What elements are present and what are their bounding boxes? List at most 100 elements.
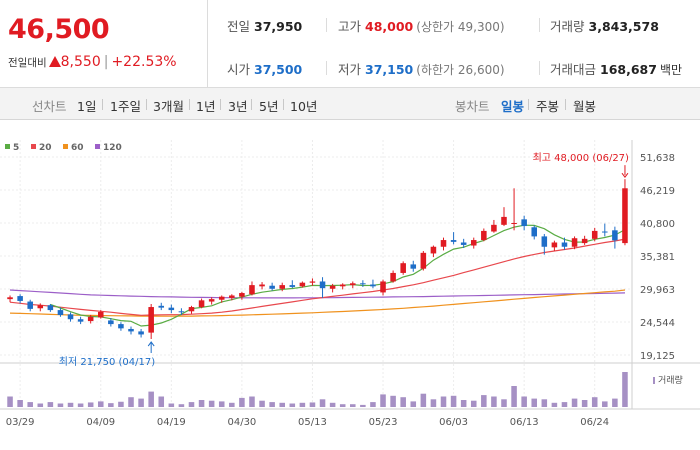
candle-body	[138, 331, 144, 335]
stat-volume: 거래량 3,843,578	[550, 16, 659, 35]
candle-body	[491, 224, 497, 232]
tab-candle-weekly[interactable]: 주봉	[536, 99, 560, 114]
current-price: 46,500	[8, 14, 110, 45]
volume-bar	[138, 398, 144, 407]
volume-bar	[97, 401, 104, 407]
volume-bar	[269, 402, 275, 407]
candle-body	[17, 296, 23, 301]
candle-body	[198, 300, 205, 308]
candle-body	[370, 284, 376, 287]
volume-bar	[67, 402, 74, 407]
candle-body	[511, 223, 517, 225]
volume-bar	[541, 399, 548, 407]
tab-candle-monthly[interactable]: 월봉	[573, 99, 597, 114]
candle-body	[521, 219, 527, 227]
tab-period-10y[interactable]: 10년	[290, 99, 318, 114]
volume-legend-swatch	[653, 377, 655, 384]
volume-bar	[208, 400, 215, 407]
chart-annotations: 최고 48,000 (06/27) 최저 21,750 (04/17)	[59, 152, 629, 368]
candle-body	[571, 238, 578, 247]
tab-period-1y[interactable]: 1년	[196, 99, 216, 114]
candle-body	[319, 281, 326, 289]
legend-swatch	[31, 144, 36, 149]
tab-period-3m[interactable]: 3개월	[153, 99, 184, 114]
stat-sub: (상한가 49,300)	[416, 20, 505, 34]
x-tick-label: 06/03	[439, 417, 468, 428]
stat-value: 168,687	[600, 62, 657, 77]
tab-separator	[528, 99, 529, 110]
x-tick-label: 03/29	[6, 417, 35, 428]
x-tick-label: 05/13	[298, 417, 327, 428]
candle-body	[531, 227, 538, 237]
legend-swatch	[5, 144, 10, 149]
volume-bar	[571, 398, 578, 407]
price-change: 전일대비 8,550 | +22.53%	[8, 54, 177, 70]
volume-bar	[47, 402, 54, 407]
x-tick-label: 06/13	[510, 417, 539, 428]
candle-body	[148, 307, 154, 333]
legend-label: 60	[71, 143, 84, 153]
price-header: 46,500 전일대비 8,550 | +22.53% 전일 37,950 고가 48,0…	[0, 0, 700, 88]
volume-bar	[591, 397, 598, 407]
legend-label: 20	[39, 143, 52, 153]
volume-bar	[450, 395, 457, 407]
candle-body	[37, 305, 44, 309]
candle-body	[239, 293, 245, 297]
y-tick-label: 46,219	[640, 186, 675, 197]
stat-value: 37,150	[365, 62, 414, 77]
candle-body	[279, 285, 285, 289]
volume-bar	[249, 396, 255, 407]
tab-separator	[102, 99, 103, 110]
legend-swatch	[63, 144, 68, 149]
candle-body	[551, 242, 558, 248]
stat-label: 거래량	[550, 19, 585, 34]
volume-bar	[360, 404, 366, 407]
volume-bar	[27, 402, 33, 407]
stat-unit: 백만	[659, 63, 683, 77]
chart-tab-bar: 선차트 1일 1주일 3개월 1년 3년 5년 10년 봉차트 일봉 주봉 월봉	[0, 88, 700, 120]
volume-bar	[7, 396, 13, 407]
change-amount: 8,550	[60, 54, 101, 70]
candle-body	[118, 324, 124, 329]
volume-bar	[259, 400, 265, 407]
legend-label: 5	[13, 143, 19, 153]
candle-body	[27, 301, 33, 309]
tab-period-1d[interactable]: 1일	[77, 99, 97, 114]
divider	[326, 18, 327, 32]
legend-label: 120	[103, 143, 122, 153]
volume-bar	[521, 396, 527, 407]
tab-period-1w[interactable]: 1주일	[110, 99, 141, 114]
x-tick-label: 04/30	[227, 417, 256, 428]
legend-swatch	[95, 144, 100, 149]
candle-body	[591, 230, 598, 239]
volume-bar	[531, 398, 538, 407]
candle-body	[420, 252, 427, 269]
high-annotation-label: 최고 48,000 (06/27)	[533, 152, 629, 164]
volume-bar	[501, 399, 507, 407]
y-tick-label: 40,800	[640, 219, 675, 230]
tab-period-5y[interactable]: 5년	[259, 99, 279, 114]
change-percent: +22.53%	[111, 54, 177, 70]
candle-body	[178, 311, 185, 313]
candles	[7, 179, 628, 340]
change-label: 전일대비	[8, 57, 47, 69]
candle-body	[481, 230, 487, 241]
stat-label: 시가	[227, 62, 251, 77]
tab-candle-daily[interactable]: 일봉	[501, 99, 525, 114]
volume-bar	[37, 403, 44, 407]
candle-body	[410, 264, 417, 269]
tab-separator	[283, 99, 284, 110]
tab-period-3y[interactable]: 3년	[228, 99, 248, 114]
x-tick-label: 05/23	[369, 417, 398, 428]
candle-body	[128, 328, 134, 332]
volume-bar	[57, 403, 64, 407]
y-tick-label: 35,381	[640, 252, 675, 263]
candle-body	[269, 285, 275, 289]
candle-body	[87, 316, 94, 322]
volume-bar	[460, 400, 467, 407]
volume-bar	[319, 399, 326, 407]
candle-body	[188, 307, 195, 312]
stat-low: 저가 37,150 (하한가 26,600)	[338, 59, 505, 78]
candle-body	[218, 296, 225, 300]
